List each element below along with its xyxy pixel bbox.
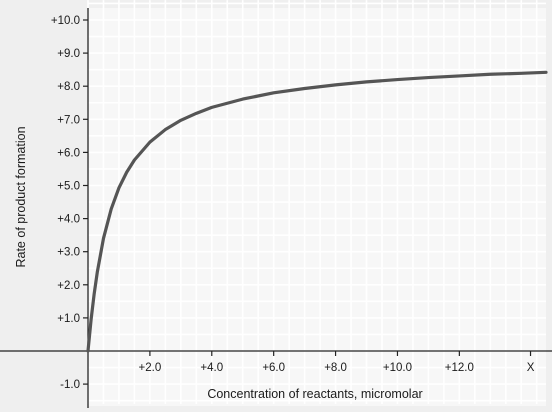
y-tick-label: +1.0 bbox=[57, 313, 80, 325]
y-tick-label: +7.0 bbox=[57, 114, 80, 126]
x-tick-label: +12.0 bbox=[445, 362, 474, 374]
y-tick-label: +5.0 bbox=[57, 181, 80, 193]
y-tick-label: +6.0 bbox=[57, 147, 80, 159]
x-tick-label: +6.0 bbox=[262, 362, 285, 374]
y-tick-label: +9.0 bbox=[57, 48, 80, 60]
grid bbox=[87, 0, 546, 404]
tick-labels: +10.0 +9.0 +8.0 +7.0 +6.0 +5.0 +4.0 +3.0 +2.0 +1.… bbox=[51, 15, 535, 391]
y-axis-title: Rate of product formation bbox=[14, 126, 28, 267]
y-tick-label: +4.0 bbox=[57, 214, 80, 226]
x-tick-label: X bbox=[527, 362, 535, 374]
x-tick-label: +2.0 bbox=[139, 362, 162, 374]
y-tick-label: +8.0 bbox=[57, 81, 80, 93]
x-tick-label: +4.0 bbox=[200, 362, 223, 374]
series-line bbox=[86, 70, 548, 353]
x-tick-label: +8.0 bbox=[324, 362, 347, 374]
y-tick-label: +2.0 bbox=[57, 280, 80, 292]
series bbox=[86, 70, 548, 353]
y-tick-label: +10.0 bbox=[51, 15, 80, 27]
y-tick-label: -1.0 bbox=[60, 379, 80, 391]
x-axis-title: Concentration of reactants, micromolar bbox=[207, 387, 422, 401]
plot-area bbox=[88, 8, 546, 406]
x-tick-label: +10.0 bbox=[383, 362, 412, 374]
y-tick-label: +3.0 bbox=[57, 247, 80, 259]
